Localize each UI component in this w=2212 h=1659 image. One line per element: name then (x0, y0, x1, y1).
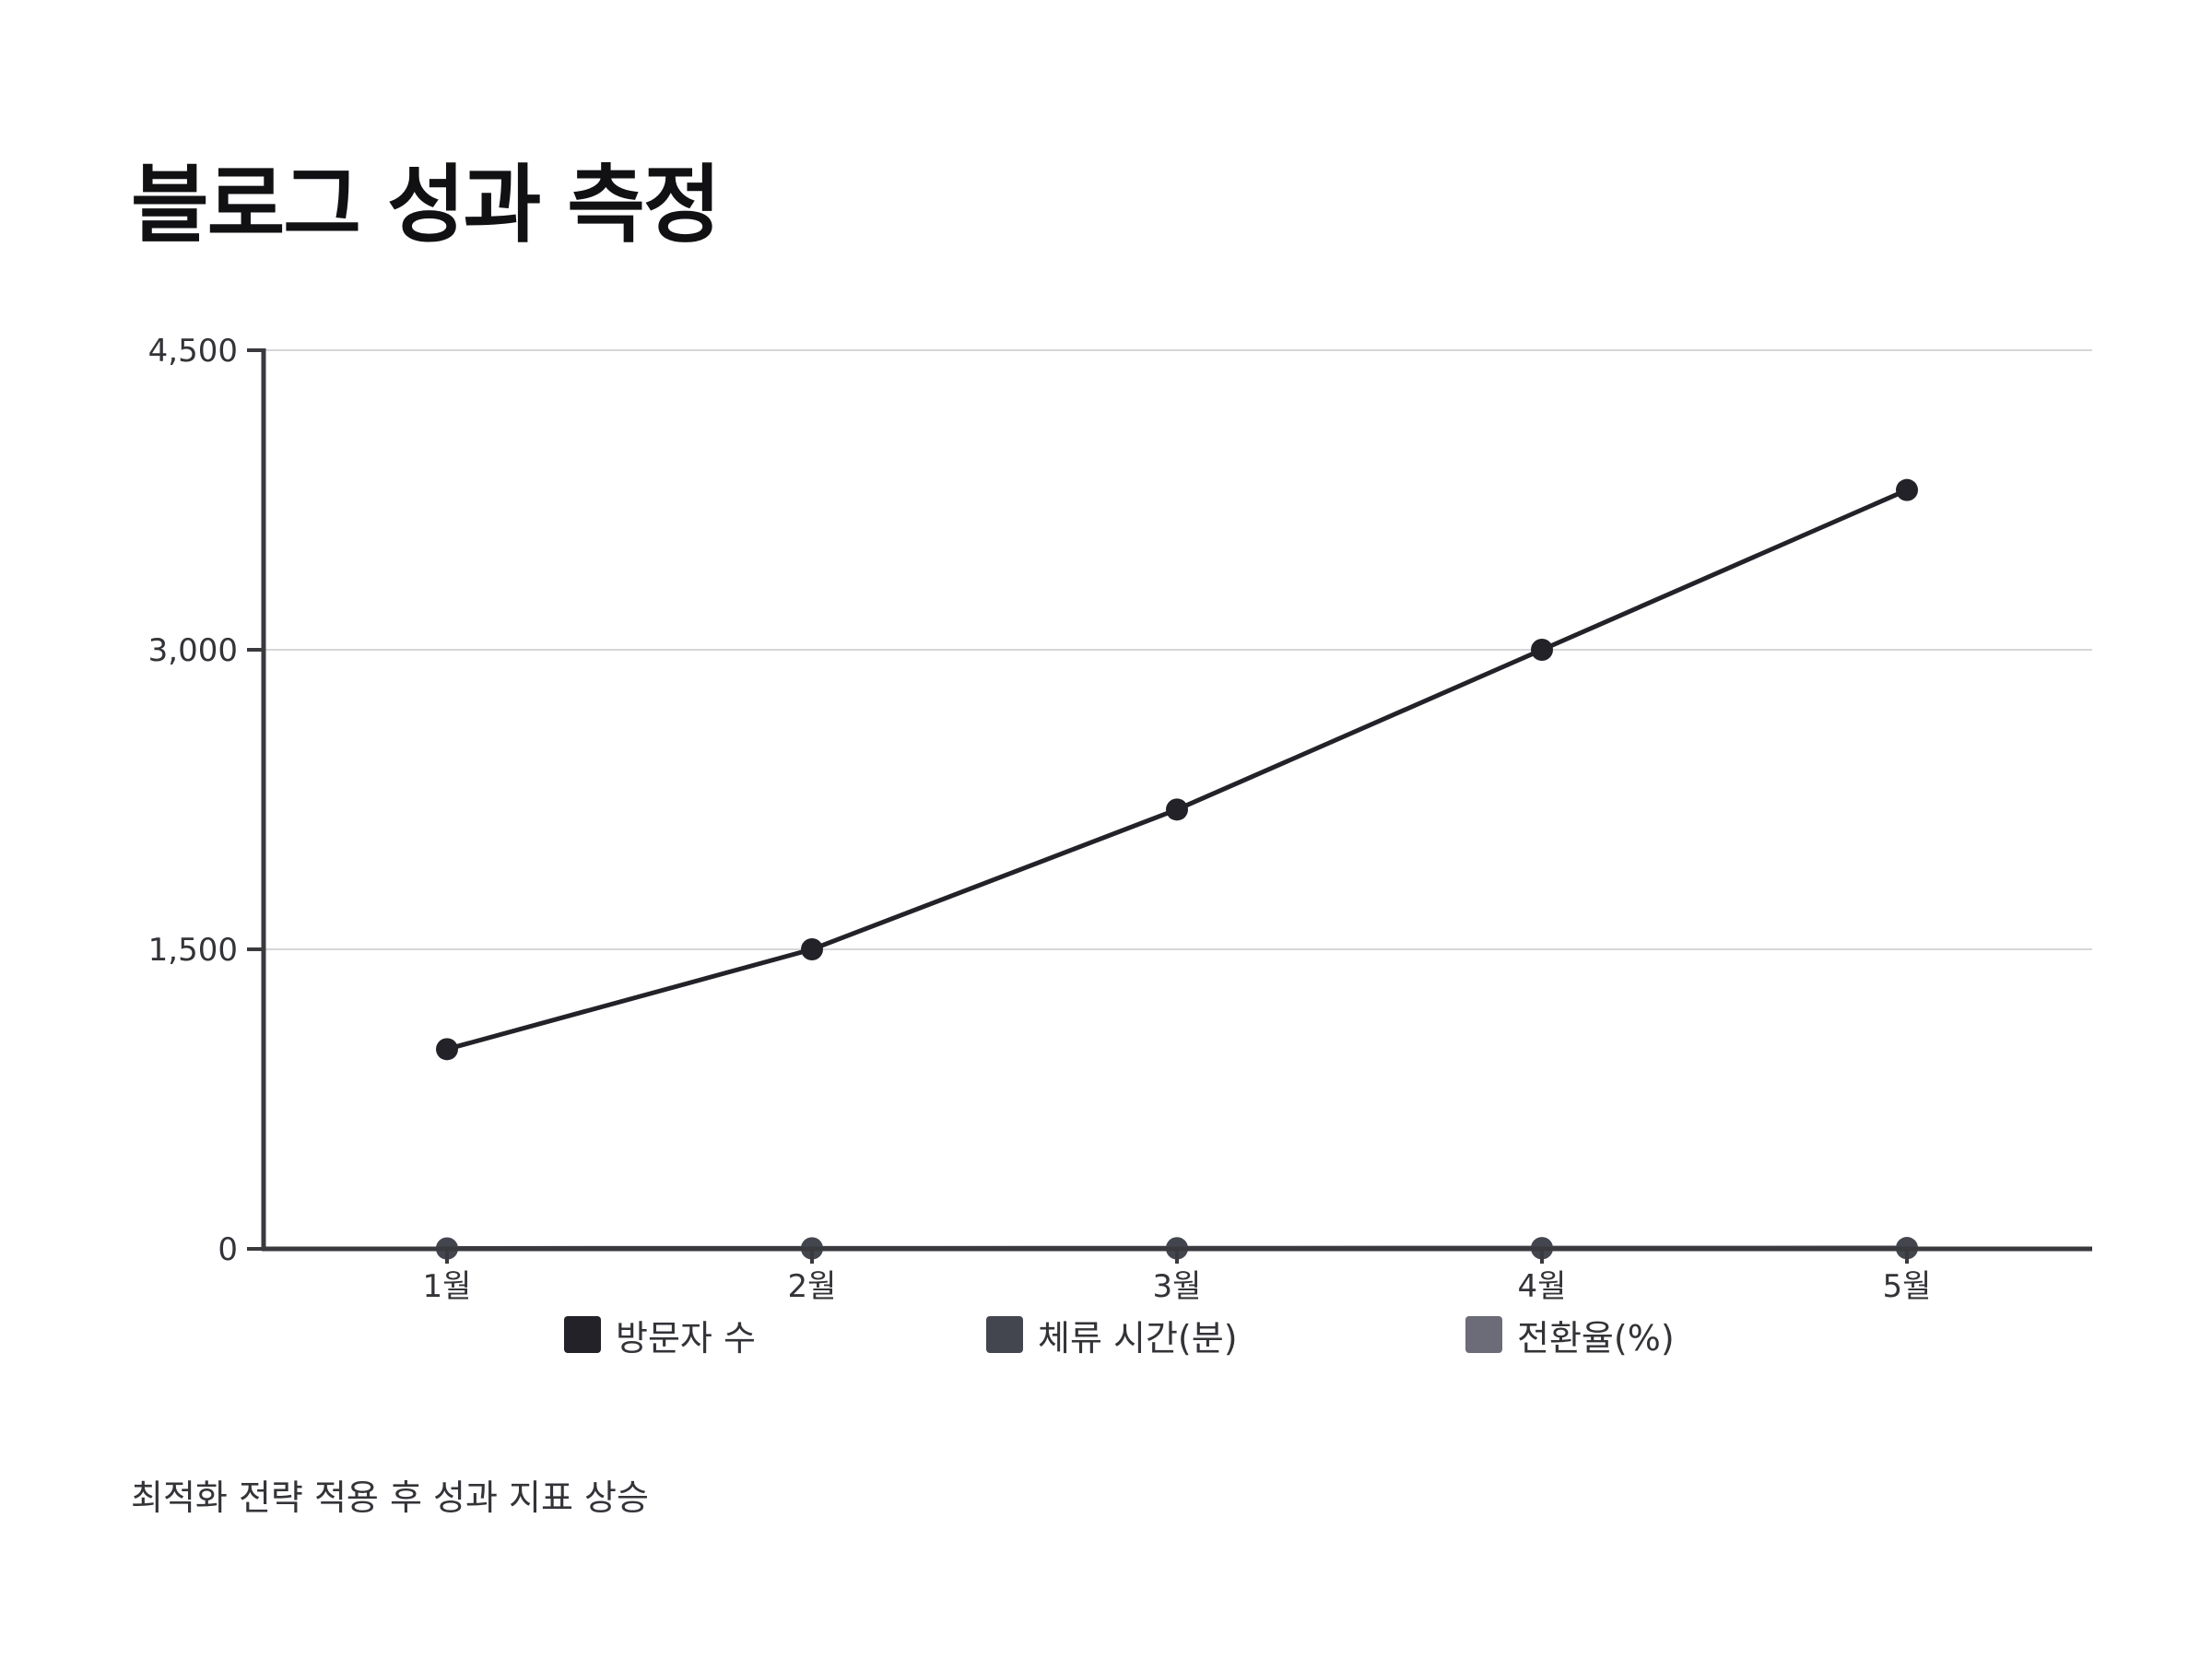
series-line (446, 488, 1909, 1052)
x-tick-label: 5월 (1883, 1268, 1932, 1305)
tick-labels: 0 1,500 3,000 4,500 1월 2월 3월 4월 5월 (148, 333, 1932, 1305)
series-lines (436, 478, 1918, 1260)
data-point (436, 1038, 458, 1061)
x-tick-label: 2월 (788, 1268, 837, 1305)
chart-caption: 최적화 전략 적용 후 성과 지표 상승 (131, 1477, 649, 1518)
legend-item-conversion: 전환율(%) (1465, 1307, 1675, 1362)
legend-label: 전환율(%) (1517, 1317, 1675, 1359)
x-tick-label: 1월 (423, 1268, 472, 1305)
chart-title: 블로그 성과 측정 (131, 156, 722, 254)
legend-swatch (1465, 1316, 1502, 1353)
legend-swatch (986, 1316, 1023, 1353)
x-tick-label: 3월 (1153, 1268, 1202, 1305)
y-tick-label: 4,500 (148, 333, 238, 370)
legend-label: 체류 시간(분) (1038, 1317, 1238, 1359)
legend: 방문자 수 체류 시간(분) 전환율(%) (0, 1307, 2212, 1362)
legend-item-visitors: 방문자 수 (564, 1307, 756, 1362)
y-tick-label: 3,000 (148, 632, 238, 669)
x-tick-label: 4월 (1518, 1268, 1567, 1305)
data-point (1896, 478, 1918, 501)
axes (247, 348, 2092, 1264)
grid-lines (264, 349, 2092, 950)
legend-item-dwell-time: 체류 시간(분) (986, 1307, 1238, 1362)
data-point (801, 938, 823, 960)
legend-label: 방문자 수 (616, 1317, 756, 1359)
data-point (1531, 639, 1553, 661)
data-point (1166, 798, 1188, 821)
y-tick-label: 0 (218, 1231, 238, 1268)
y-tick-label: 1,500 (148, 932, 238, 969)
legend-swatch (564, 1316, 601, 1353)
